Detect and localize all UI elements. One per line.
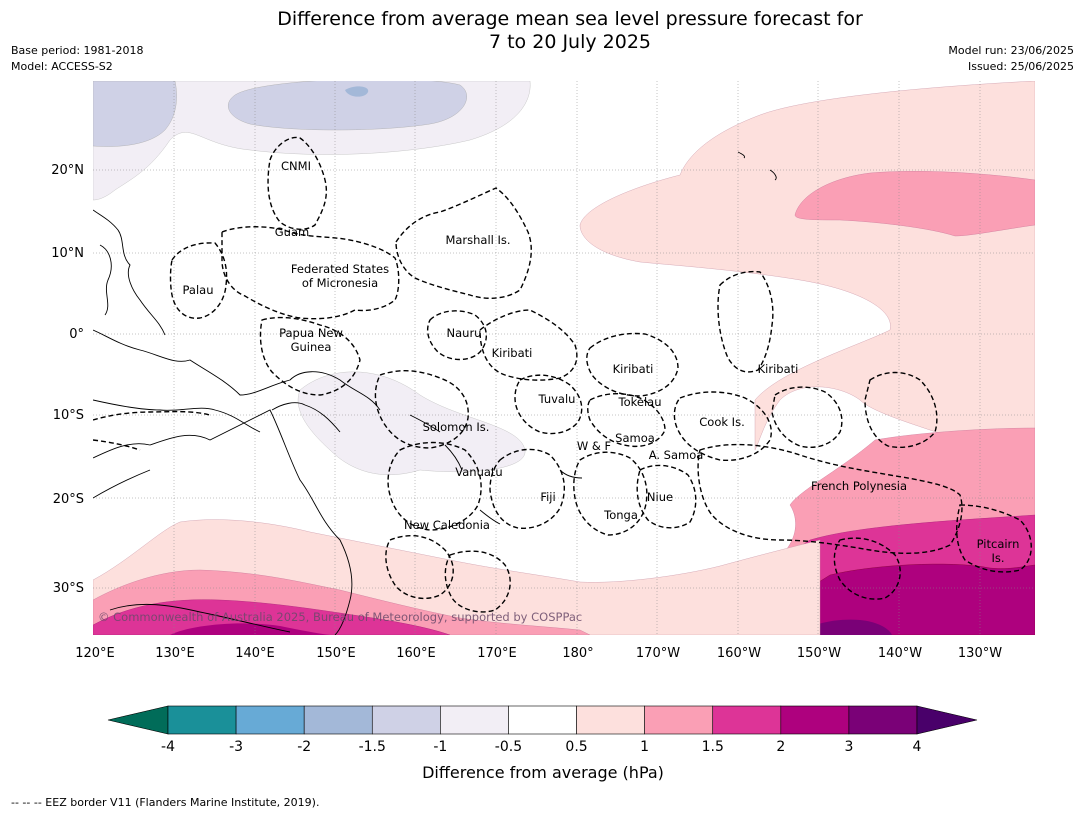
- longitude-labels: 120°E 130°E 140°E 150°E 160°E 170°E 180°…: [75, 646, 1002, 661]
- label-guam: Guam: [275, 225, 309, 239]
- anomaly-fill-neg-1-5-north: [345, 86, 369, 97]
- anomaly-fill-neg-1-north: [93, 81, 177, 147]
- label-fiji: Fiji: [540, 490, 555, 504]
- issued-text: Issued: 25/06/2025: [967, 60, 1074, 73]
- copyright-text: © Commonwealth of Australia 2025, Bureau…: [98, 610, 582, 624]
- lon-label-170e: 170°E: [477, 646, 517, 661]
- model-run-text: Model run: 23/06/2025: [948, 44, 1074, 57]
- colorbar-segment: [644, 705, 714, 735]
- label-kiribati-central: Kiribati: [613, 362, 654, 376]
- lon-label-140w: 140°W: [878, 646, 922, 661]
- colorbar-segment: [440, 705, 509, 735]
- colorbar-tick-label: -2: [297, 739, 311, 755]
- colorbar-tick-label: 1.5: [702, 739, 724, 755]
- colorbar-tick-label: 2: [776, 739, 785, 755]
- label-niue: Niue: [647, 490, 673, 504]
- lat-label-20n: 20°N: [51, 163, 84, 178]
- colorbar-segment: [848, 705, 918, 735]
- label-pitcairn-line1: Pitcairn: [977, 537, 1020, 551]
- lon-label-180: 180°: [562, 646, 593, 661]
- lon-label-170w: 170°W: [636, 646, 680, 661]
- colorbar-segment: [371, 705, 441, 735]
- colorbar-segment: [576, 705, 645, 735]
- lat-label-20s: 20°S: [53, 492, 84, 507]
- label-png-line1: Papua New: [279, 326, 343, 340]
- coastlines: [93, 151, 777, 635]
- label-cnmi: CNMI: [281, 159, 311, 173]
- lat-label-0: 0°: [69, 327, 84, 342]
- label-french-polynesia: French Polynesia: [811, 479, 907, 493]
- label-samoa: Samoa: [615, 431, 655, 445]
- anomaly-fill-neg-1-central: [228, 81, 467, 131]
- colorbar: -4 -3 -2 -1.5 -1 -0.5 0.5 1 1.5 2 3 4 Difference fr…: [107, 705, 978, 782]
- label-nauru: Nauru: [447, 326, 482, 340]
- lon-label-150e: 150°E: [316, 646, 356, 661]
- lon-label-130w: 130°W: [958, 646, 1002, 661]
- label-kiribati-west: Kiribati: [492, 346, 533, 360]
- label-vanuatu: Vanuatu: [455, 465, 502, 479]
- lon-label-140e: 140°E: [235, 646, 275, 661]
- colorbar-tick-label: -1.5: [359, 739, 386, 755]
- colorbar-tick-label: 0.5: [565, 739, 587, 755]
- map-gridlines: [93, 81, 1035, 635]
- label-fsm-line1: Federated States: [291, 262, 389, 276]
- label-new-caledonia: New Caledonia: [404, 518, 490, 532]
- model-text: Model: ACCESS-S2: [11, 60, 113, 73]
- label-tokelau: Tokelau: [618, 395, 662, 409]
- colorbar-tick-label: 4: [913, 739, 922, 755]
- title-line-2: 7 to 20 July 2025: [488, 31, 652, 53]
- eez-legend-text: -- -- -- EEZ border V11 (Flanders Marine…: [11, 796, 320, 809]
- territory-labels: CNMI Guam Marshall Is. Federated States …: [183, 159, 1020, 565]
- title-line-1: Difference from average mean sea level p…: [277, 8, 863, 30]
- meta-right: Model run: 23/06/2025 Issued: 25/06/2025: [948, 43, 1074, 75]
- colorbar-segment: [167, 705, 237, 735]
- lat-label-30s: 30°S: [53, 581, 84, 596]
- colorbar-ticks: -4 -3 -2 -1.5 -1 -0.5 0.5 1 1.5 2 3 4: [161, 739, 922, 755]
- label-tonga: Tonga: [603, 508, 638, 522]
- lon-label-160w: 160°W: [717, 646, 761, 661]
- label-fsm-line2: of Micronesia: [302, 276, 378, 290]
- colorbar-tick-label: -4: [161, 739, 175, 755]
- lat-label-10n: 10°N: [51, 246, 84, 261]
- map-figure: © Commonwealth of Australia 2025, Bureau…: [51, 81, 1035, 782]
- colorbar-over-arrow: [916, 705, 978, 735]
- colorbar-segment: [235, 705, 305, 735]
- label-marshall-is: Marshall Is.: [445, 233, 510, 247]
- label-cook-is: Cook Is.: [699, 415, 744, 429]
- label-palau: Palau: [183, 283, 214, 297]
- colorbar-segment: [712, 705, 782, 735]
- map-title: Difference from average mean sea level p…: [0, 8, 1085, 54]
- colorbar-under-arrow: [107, 705, 169, 735]
- label-pitcairn-line2: Is.: [991, 551, 1004, 565]
- colorbar-tick-label: 1: [640, 739, 649, 755]
- lon-label-120e: 120°E: [75, 646, 115, 661]
- colorbar-segment: [780, 705, 850, 735]
- label-tuvalu: Tuvalu: [538, 392, 576, 406]
- lon-label-160e: 160°E: [396, 646, 436, 661]
- base-period-text: Base period: 1981-2018: [11, 44, 144, 57]
- meta-left: Base period: 1981-2018 Model: ACCESS-S2: [11, 43, 143, 75]
- colorbar-segment: [303, 705, 373, 735]
- lon-label-130e: 130°E: [155, 646, 195, 661]
- colorbar-label: Difference from average (hPa): [422, 763, 664, 782]
- label-american-samoa: A. Samoa: [649, 448, 704, 462]
- label-solomon-is: Solomon Is.: [423, 420, 490, 434]
- label-png-line2: Guinea: [291, 340, 332, 354]
- anomaly-fill-pos-2-southwest: [170, 623, 330, 635]
- colorbar-tick-label: -3: [229, 739, 243, 755]
- latitude-labels: 20°N 10°N 0° 10°S 20°S 30°S: [51, 163, 84, 596]
- colorbar-tick-label: -0.5: [495, 739, 522, 755]
- colorbar-segment: [508, 705, 577, 735]
- map-area: © Commonwealth of Australia 2025, Bureau…: [93, 81, 1035, 635]
- lon-label-150w: 150°W: [797, 646, 841, 661]
- anomaly-fill-neg-0-5-solomon: [298, 371, 526, 475]
- label-wallis-futuna: W & F: [577, 439, 611, 453]
- eez-borders: [93, 136, 1032, 613]
- lat-label-10s: 10°S: [53, 408, 84, 423]
- colorbar-segments: [167, 705, 918, 735]
- anomaly-fill-pos-1-northeast: [794, 171, 1035, 237]
- colorbar-tick-label: -1: [433, 739, 447, 755]
- colorbar-tick-label: 3: [844, 739, 853, 755]
- label-kiribati-east: Kiribati: [758, 362, 799, 376]
